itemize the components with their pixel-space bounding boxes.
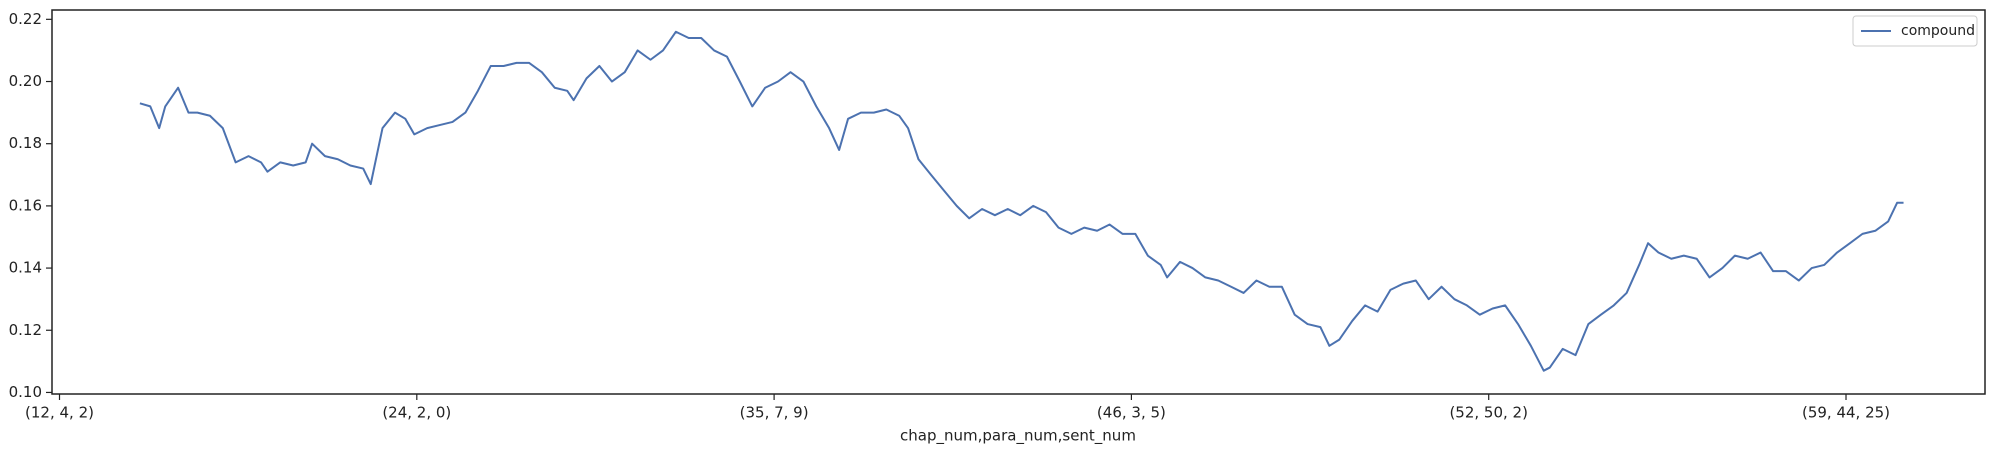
y-tick-label: 0.22 [9, 10, 42, 28]
line [139, 30, 1904, 372]
y-tick-label: 0.18 [9, 134, 42, 152]
x-tick-label: (24, 2, 0) [382, 404, 451, 422]
legend: compound [1852, 15, 1978, 47]
legend-label: compound [1901, 23, 1975, 39]
legend-box [1852, 15, 1978, 47]
y-tick-label: 0.12 [9, 321, 42, 339]
y-tick-label: 0.10 [9, 383, 42, 401]
x-axis-label: chap_num,para_num,sent_num [900, 427, 1136, 446]
axes-frame [51, 9, 1986, 395]
x-tick-label: (59, 44, 25) [1802, 404, 1890, 422]
y-tick-label: 0.14 [9, 259, 42, 277]
x-tick-label: (12, 4, 2) [25, 404, 94, 422]
x-tick-label: (35, 7, 9) [740, 404, 809, 422]
y-tick-label: 0.16 [9, 196, 42, 214]
x-tick-label: (46, 3, 5) [1097, 404, 1166, 422]
y-tick-label: 0.20 [9, 72, 42, 90]
x-tick-label: (52, 50, 2) [1449, 404, 1528, 422]
